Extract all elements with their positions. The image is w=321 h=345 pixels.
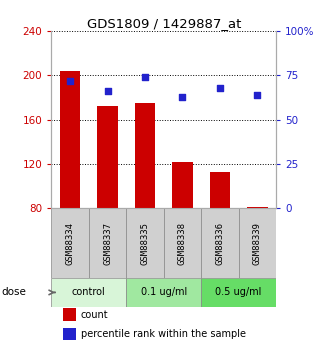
Bar [135,103,155,208]
Text: GSM88335: GSM88335 [141,222,150,265]
Text: GSM88339: GSM88339 [253,222,262,265]
Bar [63,308,76,321]
Bar [164,208,201,278]
Bar [51,278,126,307]
Bar [89,208,126,278]
Text: GSM88338: GSM88338 [178,222,187,265]
Point [105,89,110,94]
Bar [247,207,268,208]
Text: percentile rank within the sample: percentile rank within the sample [81,329,246,339]
Bar [63,328,76,340]
Point [255,92,260,98]
Text: count: count [81,310,108,320]
Bar [126,208,164,278]
Bar [126,278,201,307]
Bar [239,208,276,278]
Bar [97,107,118,208]
Point [143,75,148,80]
Bar [210,172,230,208]
Text: 0.1 ug/ml: 0.1 ug/ml [141,287,187,297]
Bar [60,71,80,208]
Bar [201,278,276,307]
Point [67,78,73,83]
Text: GSM88337: GSM88337 [103,222,112,265]
Title: GDS1809 / 1429887_at: GDS1809 / 1429887_at [87,17,241,30]
Point [217,85,222,91]
Point [180,94,185,99]
Text: dose: dose [2,287,26,297]
Text: GSM88336: GSM88336 [215,222,224,265]
Bar [172,162,193,208]
Bar [201,208,239,278]
Text: 0.5 ug/ml: 0.5 ug/ml [215,287,262,297]
Text: GSM88334: GSM88334 [65,222,74,265]
Bar [51,208,89,278]
Text: control: control [72,287,106,297]
